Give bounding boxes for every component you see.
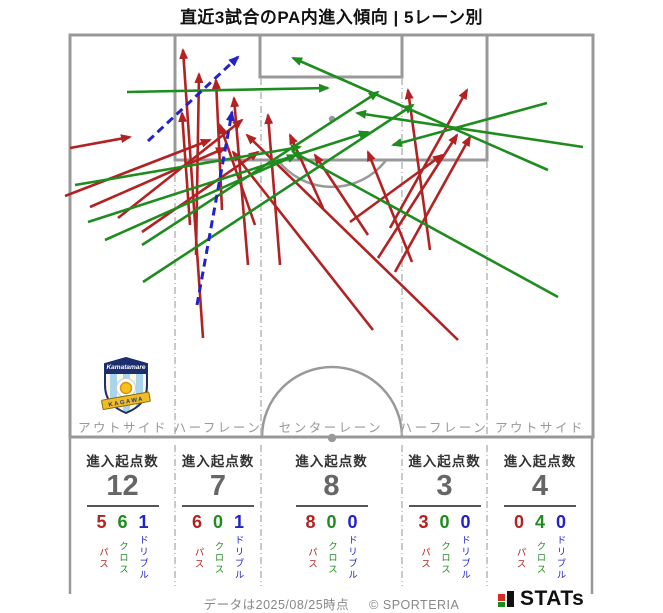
dribble-label: ドリブル [459,535,470,581]
pass-entry-arrow [349,153,444,224]
cross-label: クロス [117,540,128,576]
divider-rule [86,505,159,507]
pass-entry-arrow [404,88,432,251]
dribble-label: ドリブル [137,535,148,581]
cross-entry-arrow [355,109,584,149]
pass-label: パス [97,546,108,570]
cross-entry-arrow [104,153,298,242]
entry-origins-label: 進入起点数 [503,454,577,469]
pass-entry-arrow [245,133,459,341]
lane-stats-outside-left: 進入起点数 12 5 6 1 パス クロス ドリブル [70,437,175,587]
dribble-count: 0 [347,512,358,532]
dribble-entry-arrow [195,110,235,306]
lane-stats-half-right: 進入起点数 3 3 0 0 パス クロス ドリブル [402,437,487,587]
cross-count: 6 [117,512,128,532]
footer: データは2025/08/25時点 © SPORTERIA [70,594,593,613]
pass-entry-arrow [264,113,282,266]
cross-entry-arrow [141,90,380,247]
pass-label: パス [419,546,430,570]
lane-stats-outside-right: 進入起点数 4 0 4 0 パス クロス ドリブル [487,437,593,587]
cross-label: クロス [212,540,224,576]
pass-count: 5 [96,512,107,532]
cross-entry-arrow [142,103,415,284]
pass-count: 3 [418,512,429,532]
entry-origins-total: 3 [436,470,453,502]
lane-stats-half-left: 進入起点数 7 6 0 1 パス クロス ドリブル [175,437,261,587]
divider-rule [295,505,368,507]
cross-entry-arrow [74,144,302,187]
dribble-count: 1 [138,512,149,532]
center-spot [327,433,337,443]
cross-label: クロス [534,540,546,576]
center-circle [260,365,404,438]
dribble-entry-arrow [146,55,240,143]
dribble-label: ドリブル [554,535,566,581]
dribble-label: ドリブル [346,535,357,581]
lane-label-half-left: ハーフレーン [174,421,263,435]
pass-entry-arrow [178,111,192,226]
pass-count: 6 [191,512,202,532]
lane-label-center: センターレーン [279,421,383,435]
dribble-label: ドリブル [232,535,244,581]
cross-label: クロス [326,540,337,576]
lane-label-half-right: ハーフレーン [400,421,489,435]
penalty-area [173,33,489,162]
pass-entry-arrow [117,118,244,220]
entry-origins-label: 進入起点数 [86,454,159,469]
divider-rule [408,505,481,507]
dribble-count: 0 [556,512,567,532]
entry-origins-label: 進入起点数 [295,454,368,469]
entry-origins-total: 12 [106,470,139,502]
lane-label-outside-right: アウトサイド [495,421,585,435]
pass-entry-arrow [69,134,132,150]
pass-count: 8 [305,512,316,532]
pass-entry-arrow [376,133,459,259]
pass-label: パス [514,546,526,570]
club-crest-logo: Kamatamare KAGAWA [101,357,151,414]
cross-entry-arrow [126,83,330,94]
data-date-note: データは2025/08/25時点 [203,598,350,612]
cross-entry-arrow [87,130,370,224]
stats-separators [68,438,594,594]
lane-dividers [174,78,488,435]
dribble-count: 1 [234,512,245,532]
pass-entry-arrow [89,146,227,209]
crest-band-text: Kamatamare [106,364,145,371]
goal-area [258,33,404,79]
cross-count: 4 [534,512,545,532]
pass-entry-arrow [231,150,375,331]
lane-label-outside-left: アウトサイド [78,421,168,435]
pass-label: パス [306,546,317,570]
cross-count: 0 [326,512,337,532]
page-title: 直近3試合のPA内進入傾向 | 5レーン別 [179,8,484,27]
pass-entry-arrow [393,135,472,273]
stats-brand-logo: STATs [494,587,585,610]
cross-entry-arrow [391,101,548,147]
divider-rule [504,505,576,507]
entry-origins-total: 7 [209,470,227,502]
copyright: © SPORTERIA [369,598,460,612]
cross-count: 0 [212,512,223,532]
lane-stats-center: 進入起点数 8 8 0 0 パス クロス ドリブル [261,437,402,587]
entry-arrows-layer [64,48,584,341]
pass-count: 0 [513,512,524,532]
entry-origins-total: 4 [531,470,549,502]
cross-entry-arrow [291,56,549,172]
bar-chart-icon [498,591,514,607]
entry-origins-label: 進入起点数 [181,454,255,469]
brand-name: STATs [520,587,585,610]
dribble-count: 0 [460,512,471,532]
divider-rule [182,505,254,507]
pass-entry-arrow [388,88,469,229]
cross-label: クロス [439,540,450,576]
pass-entry-arrow [366,150,414,263]
pass-label: パス [192,546,204,570]
cross-count: 0 [439,512,450,532]
cross-entry-arrow [291,150,559,299]
entry-origins-label: 進入起点数 [408,454,481,469]
lane-labels: アウトサイド ハーフレーン センターレーン ハーフレーン アウトサイド [78,421,585,435]
entry-origins-total: 8 [323,470,340,502]
